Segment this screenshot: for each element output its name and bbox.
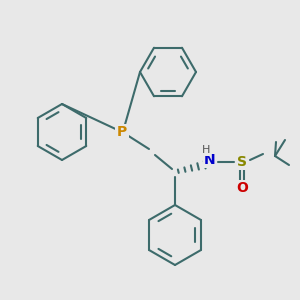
Text: S: S: [237, 155, 247, 169]
Text: P: P: [117, 125, 127, 139]
Text: N: N: [204, 153, 216, 167]
Text: H: H: [202, 145, 210, 155]
Text: O: O: [236, 181, 248, 195]
